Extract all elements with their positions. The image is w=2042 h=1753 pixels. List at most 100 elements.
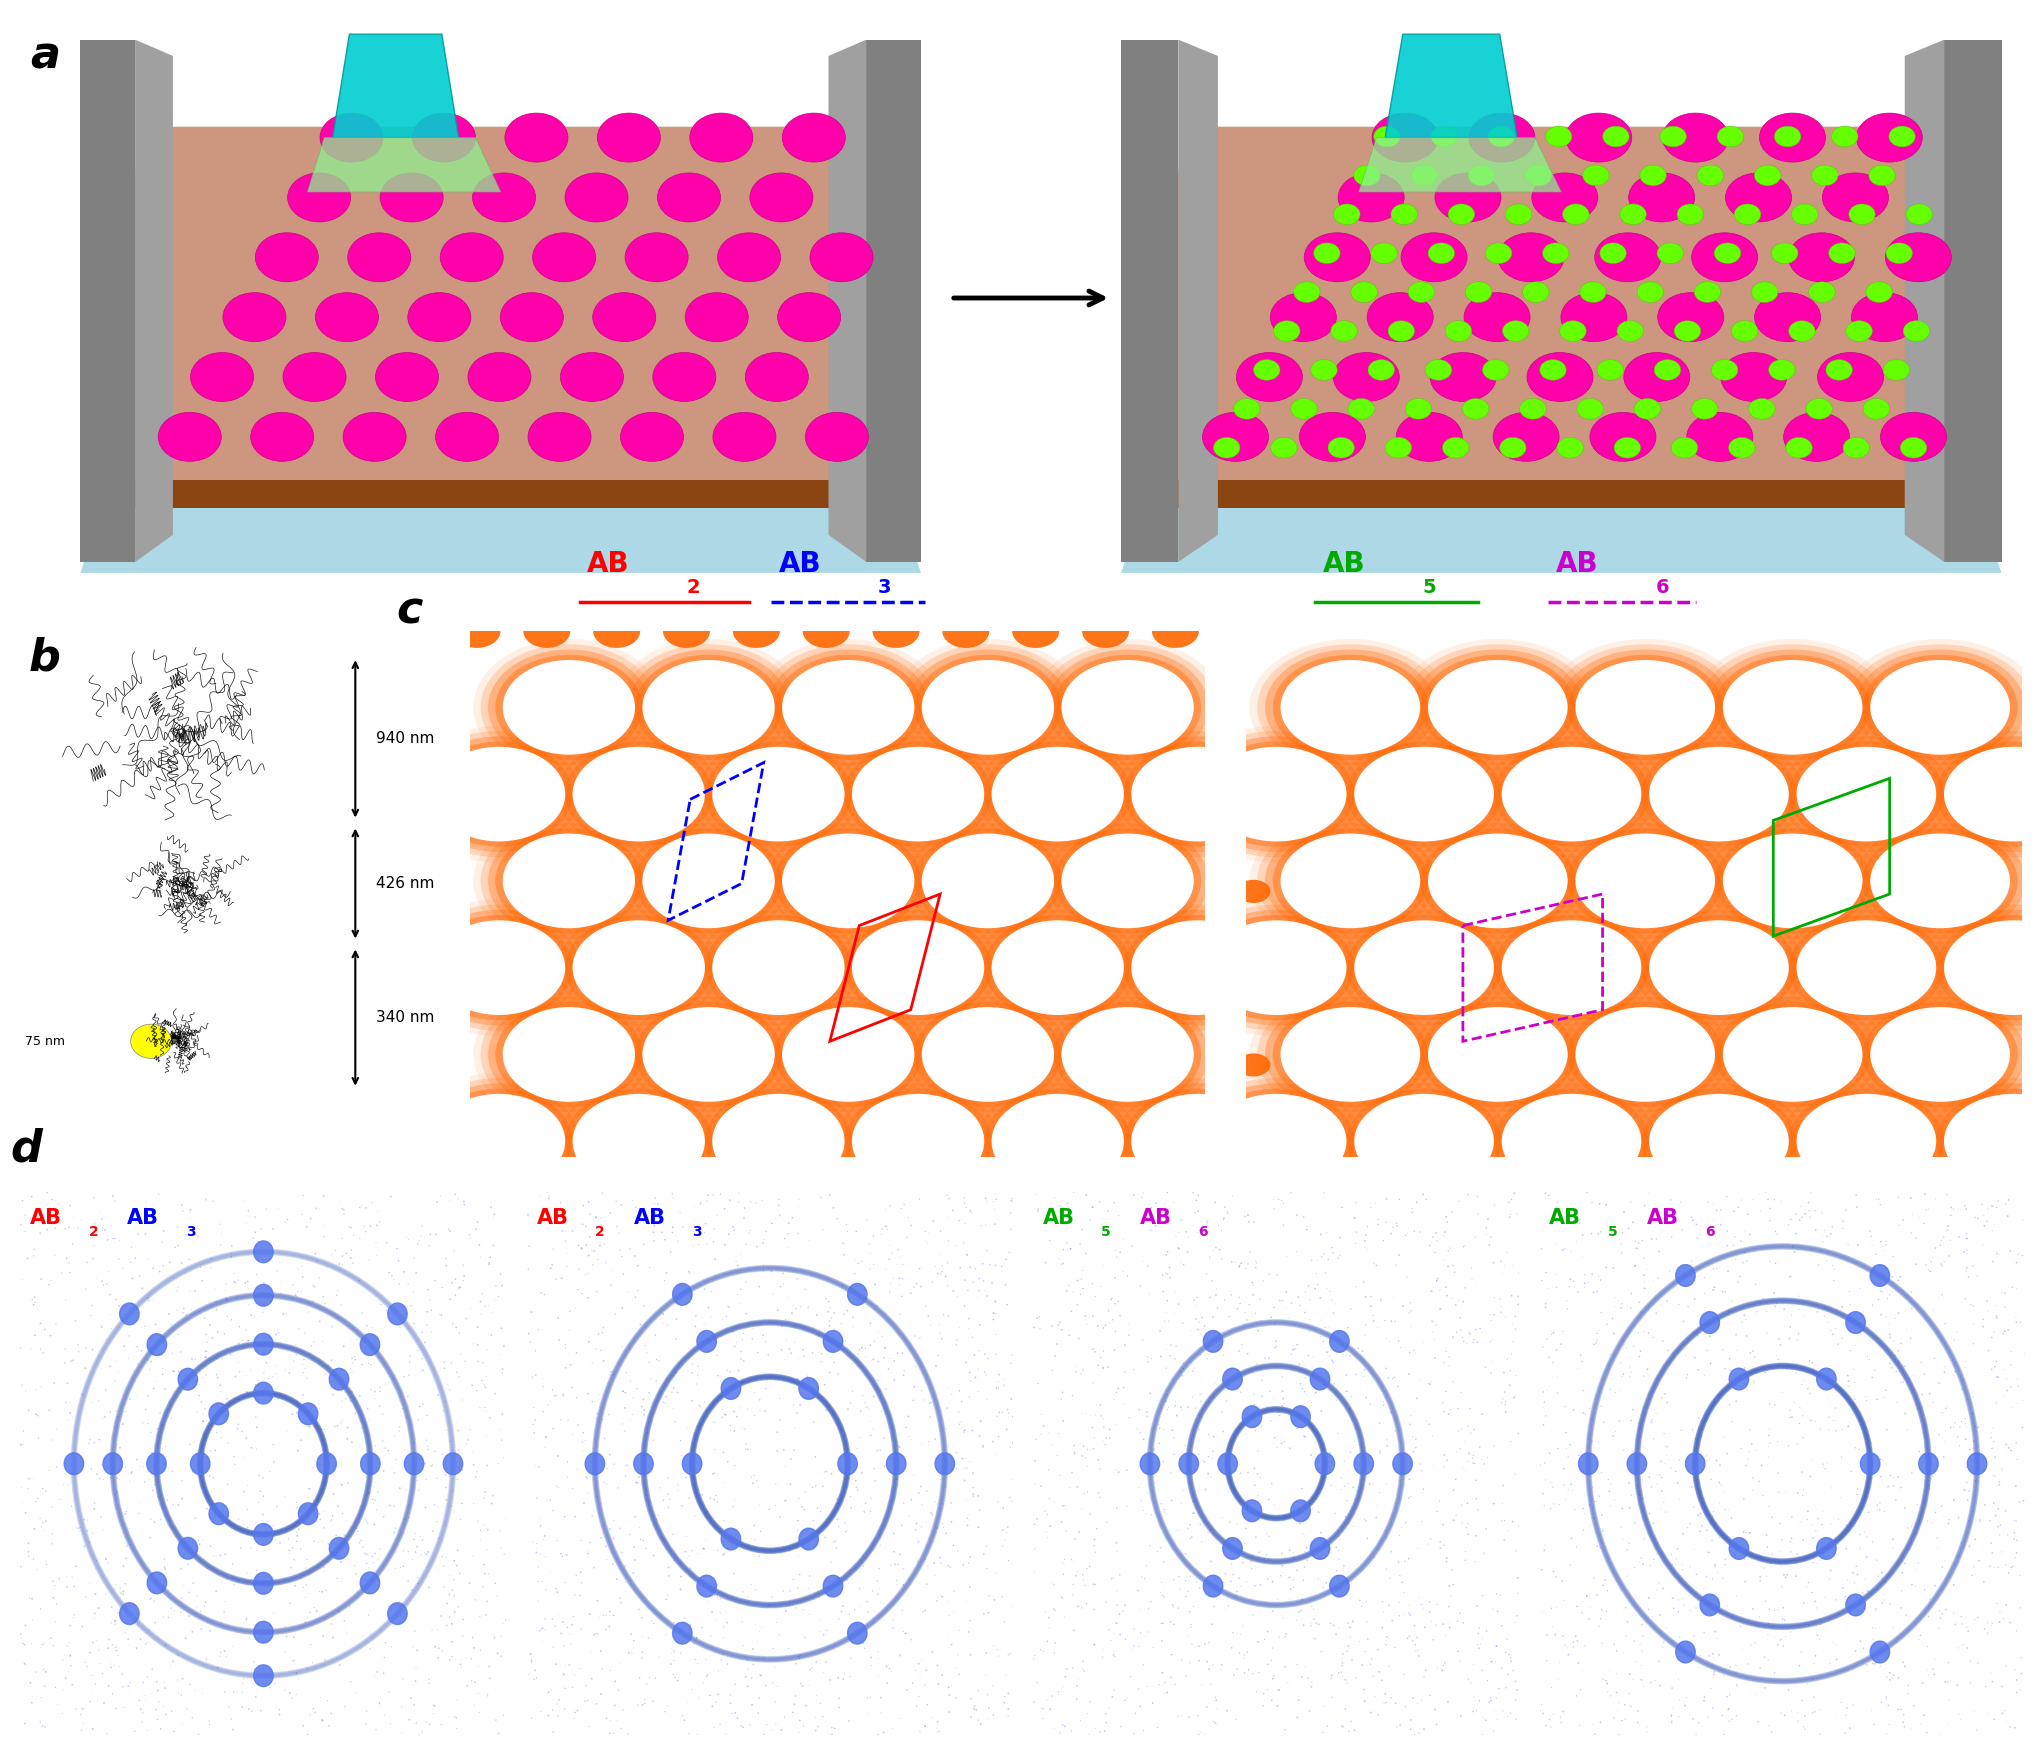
Point	[169, 1364, 202, 1392]
Circle shape	[1199, 742, 1354, 847]
Point	[249, 1324, 282, 1352]
Point	[112, 1345, 145, 1373]
Point	[1158, 1392, 1190, 1420]
Point	[457, 1692, 490, 1720]
Point	[374, 1259, 406, 1287]
Point	[410, 1541, 443, 1569]
Point	[1707, 1564, 1740, 1592]
Point	[1971, 1208, 2003, 1236]
Point	[1429, 1648, 1462, 1676]
Point	[1176, 1523, 1209, 1551]
Point	[1983, 1553, 2015, 1581]
Point	[525, 1278, 557, 1306]
Circle shape	[774, 829, 921, 933]
Point	[1748, 1555, 1781, 1583]
Circle shape	[915, 829, 1062, 933]
Point	[907, 1387, 939, 1415]
Point	[1176, 1357, 1209, 1385]
Point	[535, 1387, 568, 1415]
Point	[733, 1217, 766, 1245]
Circle shape	[1846, 645, 2034, 771]
Point	[664, 1199, 696, 1227]
Point	[1587, 1571, 1619, 1599]
Point	[1354, 1471, 1387, 1499]
Point	[862, 1662, 894, 1690]
Point	[1711, 1217, 1744, 1245]
Point	[1225, 1331, 1258, 1359]
Point	[1956, 1399, 1989, 1427]
Point	[1048, 1560, 1080, 1588]
Point	[290, 1213, 323, 1241]
Point	[1495, 1357, 1527, 1385]
Point	[1250, 1504, 1282, 1532]
Point	[394, 1685, 427, 1713]
Ellipse shape	[1787, 438, 1811, 458]
Point	[827, 1441, 860, 1469]
Point	[1623, 1343, 1656, 1371]
Point	[1807, 1227, 1840, 1255]
Point	[1842, 1406, 1875, 1434]
Point	[41, 1453, 74, 1481]
Point	[1646, 1385, 1679, 1413]
Point	[1252, 1565, 1284, 1593]
Point	[1133, 1380, 1166, 1408]
Point	[1217, 1429, 1250, 1457]
Point	[1487, 1259, 1519, 1287]
Point	[1581, 1288, 1613, 1317]
Point	[1554, 1430, 1587, 1458]
Point	[1080, 1515, 1113, 1543]
Point	[182, 1222, 214, 1250]
Point	[1946, 1630, 1979, 1658]
Point	[541, 1304, 574, 1332]
Point	[143, 1399, 176, 1427]
Point	[151, 1487, 184, 1515]
Point	[1372, 1592, 1405, 1620]
Point	[1378, 1308, 1411, 1336]
Point	[1811, 1246, 1844, 1274]
Point	[1527, 1492, 1560, 1520]
Point	[378, 1458, 410, 1487]
Point	[1239, 1523, 1272, 1551]
Point	[1924, 1369, 1956, 1397]
Point	[939, 1455, 972, 1483]
Point	[116, 1458, 149, 1487]
Point	[798, 1704, 831, 1732]
Point	[257, 1513, 290, 1541]
Point	[1370, 1555, 1403, 1583]
Point	[1276, 1336, 1309, 1364]
Point	[110, 1544, 143, 1572]
Circle shape	[1707, 650, 1879, 764]
Point	[696, 1692, 729, 1720]
Point	[1715, 1706, 1748, 1734]
Point	[1654, 1257, 1687, 1285]
Point	[1440, 1501, 1472, 1529]
Point	[457, 1543, 490, 1571]
Circle shape	[404, 726, 594, 862]
Point	[1352, 1525, 1384, 1553]
Circle shape	[1781, 1083, 1952, 1199]
Point	[874, 1359, 907, 1387]
Circle shape	[1184, 731, 1370, 857]
Point	[905, 1348, 937, 1376]
Point	[227, 1679, 259, 1707]
Point	[784, 1641, 817, 1669]
Point	[247, 1501, 280, 1529]
Point	[1791, 1497, 1824, 1525]
Point	[813, 1287, 845, 1315]
Point	[1815, 1213, 1848, 1241]
Point	[1785, 1192, 1817, 1220]
Point	[53, 1643, 86, 1671]
Circle shape	[1625, 731, 1811, 857]
Point	[911, 1657, 943, 1685]
Point	[137, 1655, 169, 1683]
Point	[892, 1502, 925, 1530]
Point	[988, 1608, 1021, 1636]
Point	[868, 1718, 901, 1746]
Point	[153, 1651, 186, 1679]
Point	[1983, 1495, 2015, 1523]
Point	[590, 1704, 623, 1732]
Point	[1041, 1678, 1074, 1706]
Point	[218, 1571, 251, 1599]
Point	[1340, 1229, 1372, 1257]
Point	[231, 1267, 263, 1295]
